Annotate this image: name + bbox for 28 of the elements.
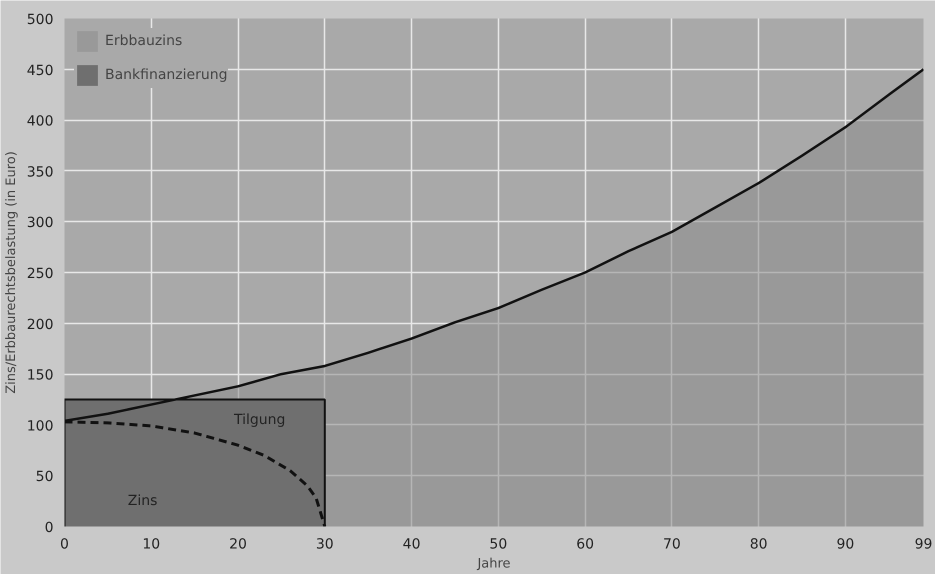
y-tick-label: 100 xyxy=(26,418,54,434)
y-tick-label: 350 xyxy=(26,164,54,180)
y-tick-label: 300 xyxy=(26,215,54,232)
y-tick-label: 0 xyxy=(44,520,54,536)
y-tick-label: 250 xyxy=(26,266,54,282)
x-tick-label: 50 xyxy=(489,536,508,552)
annotation: Zins xyxy=(128,493,158,510)
y-tick-label: 500 xyxy=(26,12,54,28)
x-tick-label: 20 xyxy=(229,536,247,552)
y-tick-label: 200 xyxy=(26,316,54,333)
x-tick-label: 10 xyxy=(142,536,160,552)
y-tick-label: 450 xyxy=(26,62,54,79)
y-tick-label: 50 xyxy=(36,469,54,486)
y-tick-label: 150 xyxy=(26,368,54,384)
x-axis-title: Jahre xyxy=(476,556,511,572)
legend-label: Bankfinanzierung xyxy=(105,67,228,83)
x-tick-label: 30 xyxy=(316,536,334,552)
y-axis-title: Zins/Erbbaurechtsbelastung (in Euro) xyxy=(4,151,19,394)
legend-label: Erbbauzins xyxy=(105,33,182,49)
y-tick-label: 400 xyxy=(26,114,54,130)
x-tick-label: 70 xyxy=(662,536,681,552)
x-tick-label: 90 xyxy=(836,536,854,552)
x-tick-label: 60 xyxy=(576,536,594,552)
x-tick-label: 40 xyxy=(402,536,420,552)
annotation: Tilgung xyxy=(233,412,286,428)
x-tick-label: 0 xyxy=(60,536,69,552)
x-tick-label: 80 xyxy=(750,536,768,552)
x-tick-label: 99 xyxy=(914,536,932,552)
